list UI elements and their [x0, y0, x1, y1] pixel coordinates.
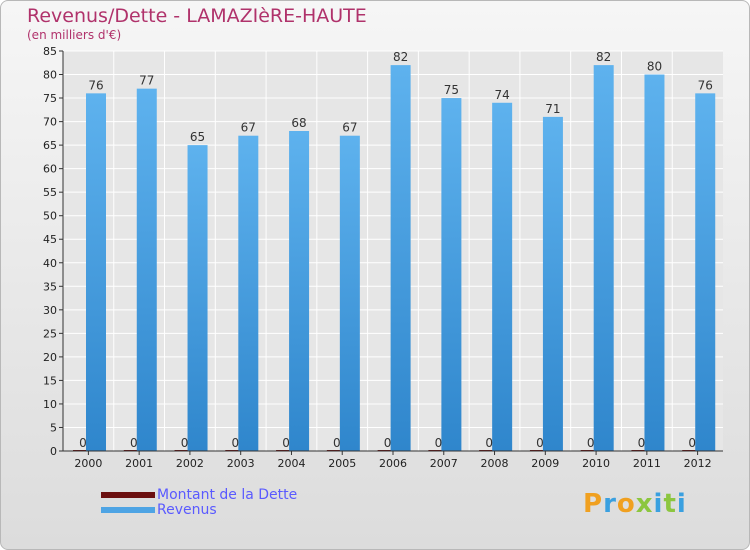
logo-letter: i — [676, 489, 687, 519]
data-label-revenus: 67 — [342, 121, 357, 135]
y-tick-label: 5 — [50, 421, 57, 434]
y-tick-label: 45 — [43, 233, 57, 246]
legend-item-dette: Montant de la Dette — [101, 486, 298, 503]
y-tick-label: 15 — [43, 374, 57, 387]
logo-letter: t — [663, 489, 677, 519]
legend-label-dette: Montant de la Dette — [157, 486, 298, 503]
x-tick-label: 2006 — [379, 457, 407, 470]
y-tick-label: 70 — [43, 116, 57, 129]
bar-revenus — [542, 116, 563, 451]
data-label-revenus: 74 — [495, 88, 510, 102]
legend-swatch-revenus — [101, 506, 155, 513]
data-label-dette: 0 — [587, 436, 595, 450]
chart-subtitle: (en milliers d'€) — [27, 28, 122, 42]
data-label-revenus: 68 — [291, 116, 306, 130]
bar-revenus — [593, 65, 614, 451]
x-tick-label: 2005 — [328, 457, 356, 470]
y-tick-label: 25 — [43, 327, 57, 340]
y-tick-label: 65 — [43, 139, 57, 152]
bar-revenus — [441, 98, 462, 451]
logo-letter: P — [583, 489, 604, 519]
data-label-dette: 0 — [638, 436, 646, 450]
bar-revenus — [238, 135, 259, 452]
bar-revenus — [695, 93, 716, 452]
y-tick-label: 40 — [43, 257, 57, 270]
bar-revenus — [136, 88, 157, 451]
x-tick-label: 2008 — [481, 457, 509, 470]
bar-revenus — [86, 93, 106, 452]
chart-title: Revenus/Dette - LAMAZIèRE-HAUTE — [27, 5, 367, 27]
bar-revenus — [339, 135, 360, 452]
data-label-dette: 0 — [435, 436, 443, 450]
legend-item-revenus: Revenus — [101, 501, 297, 518]
logo-letter: r — [603, 489, 617, 519]
bar-revenus — [492, 102, 513, 451]
data-label-revenus: 71 — [545, 102, 560, 116]
logo-letter: x — [635, 489, 654, 519]
data-label-revenus: 76 — [88, 78, 103, 92]
data-label-revenus: 75 — [444, 83, 459, 97]
x-tick-label: 2009 — [531, 457, 559, 470]
x-tick-label: 2012 — [684, 457, 712, 470]
data-label-revenus: 67 — [241, 121, 256, 135]
data-label-dette: 0 — [282, 436, 290, 450]
data-label-dette: 0 — [384, 436, 392, 450]
logo-letter: o — [616, 489, 636, 519]
data-label-dette: 0 — [688, 436, 696, 450]
x-tick-label: 2000 — [74, 457, 102, 470]
bar-revenus — [187, 145, 208, 451]
y-tick-label: 30 — [43, 304, 57, 317]
y-tick-label: 20 — [43, 351, 57, 364]
bar-revenus — [289, 131, 310, 451]
logo-letter: i — [653, 489, 664, 519]
data-label-dette: 0 — [536, 436, 544, 450]
data-label-revenus: 80 — [647, 60, 662, 74]
bar-revenus — [390, 65, 411, 451]
x-tick-label: 2002 — [176, 457, 204, 470]
data-label-dette: 0 — [181, 436, 189, 450]
x-tick-label: 2001 — [125, 457, 153, 470]
y-tick-label: 85 — [43, 45, 57, 58]
data-label-dette: 0 — [130, 436, 138, 450]
data-label-dette: 0 — [333, 436, 341, 450]
y-tick-label: 60 — [43, 163, 57, 176]
data-label-revenus: 76 — [698, 78, 713, 92]
legend-swatch-dette — [101, 491, 155, 498]
x-tick-label: 2004 — [277, 457, 305, 470]
data-label-revenus: 65 — [190, 130, 205, 144]
data-label-revenus: 82 — [393, 50, 408, 64]
legend-label-revenus: Revenus — [157, 501, 217, 518]
data-label-dette: 0 — [231, 436, 239, 450]
data-label-dette: 0 — [485, 436, 493, 450]
y-tick-label: 75 — [43, 92, 57, 105]
y-tick-label: 35 — [43, 280, 57, 293]
x-tick-label: 2007 — [430, 457, 458, 470]
legend: Montant de la Dette Revenus — [101, 486, 298, 518]
x-tick-label: 2003 — [227, 457, 255, 470]
x-tick-label: 2011 — [633, 457, 661, 470]
y-tick-label: 55 — [43, 186, 57, 199]
y-tick-label: 80 — [43, 69, 57, 82]
bar-revenus — [644, 74, 665, 451]
y-tick-label: 10 — [43, 398, 57, 411]
data-label-revenus: 82 — [596, 50, 611, 64]
proxiti-logo: Proxiti — [583, 489, 687, 519]
y-tick-label: 0 — [50, 445, 57, 458]
y-tick-label: 50 — [43, 210, 57, 223]
x-tick-label: 2010 — [582, 457, 610, 470]
data-label-dette: 0 — [79, 436, 87, 450]
data-label-revenus: 77 — [139, 74, 154, 88]
